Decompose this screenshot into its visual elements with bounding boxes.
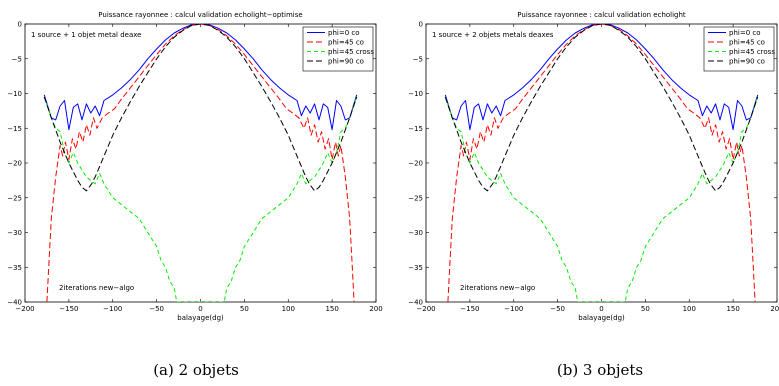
y-tick-label: 0 <box>18 21 22 29</box>
legend-box <box>703 26 775 72</box>
y-tick-label: −30 <box>408 229 423 237</box>
annotation-iterations: 2iterations new−algo <box>460 284 535 292</box>
y-tick-label: −5 <box>413 55 423 63</box>
x-tick-label: 50 <box>641 305 650 313</box>
chart-panel-a: −200 −150 −100 −50 0 50 100 150 200 0 −5 −10 −15 −20 −… <box>7 11 382 379</box>
y-tick-label: −20 <box>7 160 22 168</box>
x-tick-label: 0 <box>599 305 603 313</box>
x-tick-label: −100 <box>103 305 122 313</box>
x-tick-label: 100 <box>683 305 696 313</box>
x-tick-label: 200 <box>770 305 779 313</box>
annotation-description: 1 source + 1 objet metal deaxe <box>31 31 141 39</box>
figure-caption: (a) 2 objets <box>153 361 239 379</box>
y-tick-label: −35 <box>408 264 423 272</box>
legend-box <box>302 26 374 72</box>
series-line-1 <box>447 24 756 302</box>
x-tick-label: −150 <box>59 305 78 313</box>
chart-title: Puissance rayonnee : calcul validation e… <box>517 11 686 19</box>
y-tick-label: −15 <box>408 125 423 133</box>
y-tick-label: −40 <box>7 299 22 307</box>
x-tick-label: 50 <box>240 305 249 313</box>
legend-label-3: phi=90 co <box>328 58 364 66</box>
y-tick-label: −10 <box>408 90 423 98</box>
x-tick-label: 200 <box>369 305 382 313</box>
y-tick-label: −15 <box>7 125 22 133</box>
x-axis-label: balayage(dg) <box>578 314 625 322</box>
chart-panel-b: −200 −150 −100 −50 0 50 100 150 200 0 −5 −10 −15 −20 −… <box>408 11 779 379</box>
series-line-3 <box>444 24 759 192</box>
y-tick-label: −35 <box>7 264 22 272</box>
legend-label-2: phi=45 cross <box>729 48 775 56</box>
y-tick-label: −10 <box>7 90 22 98</box>
x-tick-label: −200 <box>15 305 34 313</box>
annotation-iterations: 2iterations new−algo <box>59 284 134 292</box>
x-tick-label: −150 <box>460 305 479 313</box>
x-tick-label: 150 <box>325 305 338 313</box>
x-tick-label: 150 <box>726 305 739 313</box>
legend-label-1: phi=45 co <box>328 39 364 47</box>
y-tick-label: −25 <box>7 194 22 202</box>
x-tick-label: 0 <box>198 305 202 313</box>
x-tick-label: −50 <box>550 305 565 313</box>
y-tick-label: −30 <box>7 229 22 237</box>
series-line-3 <box>43 24 358 192</box>
y-tick-label: −20 <box>408 160 423 168</box>
x-tick-label: −50 <box>149 305 164 313</box>
legend-label-0: phi=0 co <box>328 29 360 37</box>
chart-title: Puissance rayonnee : calcul validation e… <box>98 11 302 19</box>
series-line-1 <box>46 24 355 302</box>
series-line-2 <box>43 96 358 302</box>
y-tick-label: −40 <box>408 299 423 307</box>
x-tick-label: 100 <box>282 305 295 313</box>
y-tick-label: −25 <box>408 194 423 202</box>
x-axis-label: balayage(dg) <box>177 314 224 322</box>
y-tick-label: −5 <box>12 55 22 63</box>
legend-label-1: phi=45 co <box>729 39 765 47</box>
legend-label-0: phi=0 co <box>729 29 761 37</box>
figure-caption: (b) 3 objets <box>557 361 643 379</box>
legend-label-2: phi=45 cross <box>328 48 374 56</box>
x-tick-label: −100 <box>504 305 523 313</box>
plot-area <box>444 24 759 302</box>
series-line-0 <box>43 24 358 131</box>
x-tick-label: −200 <box>416 305 435 313</box>
plot-area <box>43 24 358 302</box>
series-line-0 <box>444 24 759 131</box>
annotation-description: 1 source + 2 objets metals deaxes <box>432 31 554 39</box>
series-line-2 <box>444 96 759 302</box>
legend-label-3: phi=90 co <box>729 58 765 66</box>
y-tick-label: 0 <box>419 21 423 29</box>
